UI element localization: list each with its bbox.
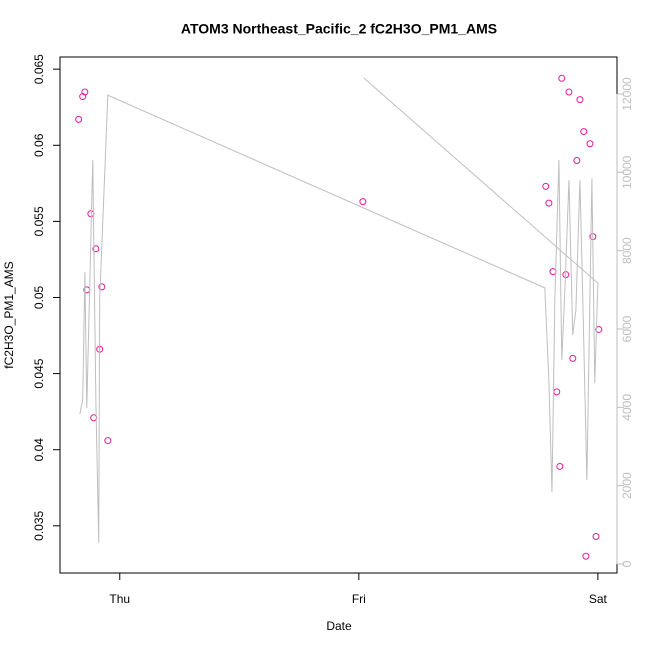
point: [359, 198, 367, 206]
y2-tick-label: 2000: [620, 472, 634, 499]
y-tick-label: 0.055: [32, 206, 46, 236]
y-tick-label: 0.045: [32, 358, 46, 388]
point: [92, 245, 100, 253]
y-tick-label: 0.04: [32, 438, 46, 462]
x-tick-label: Thu: [109, 592, 130, 606]
point: [569, 354, 577, 362]
y2-tick-label: 12000: [620, 77, 634, 111]
point: [582, 552, 590, 560]
point: [592, 532, 600, 540]
plot-box: [59, 56, 618, 574]
point: [558, 74, 566, 82]
point: [573, 157, 581, 165]
point: [545, 199, 553, 207]
point: [580, 128, 588, 136]
line: [79, 77, 599, 543]
y-tick-label: 0.035: [32, 510, 46, 540]
y2-tick-label: 0: [620, 560, 634, 567]
point: [98, 283, 106, 291]
y-axis-label: fC2H3O_PM1_AMS: [2, 261, 16, 368]
point: [104, 437, 112, 445]
point: [75, 115, 83, 123]
x-tick-label: Sat: [589, 592, 608, 606]
point: [576, 96, 584, 104]
point: [556, 462, 564, 470]
chart-title: ATOM3 Northeast_Pacific_2 fC2H3O_PM1_AMS: [181, 21, 497, 37]
x-axis-label: Date: [326, 619, 352, 633]
y2-tick-label: 8000: [620, 237, 634, 264]
point: [586, 140, 594, 148]
y2-tick-label: 6000: [620, 315, 634, 342]
point: [595, 325, 603, 333]
y-tick-label: 0.065: [32, 54, 46, 84]
point: [542, 182, 550, 190]
point: [81, 88, 89, 96]
x-tick-label: Fri: [352, 592, 366, 606]
y-tick-label: 0.06: [32, 133, 46, 157]
point: [549, 268, 557, 276]
y-tick-label: 0.05: [32, 285, 46, 309]
point: [565, 88, 573, 96]
point: [553, 388, 561, 396]
y2-tick-label: 10000: [620, 155, 634, 189]
y2-tick-label: 4000: [620, 394, 634, 421]
